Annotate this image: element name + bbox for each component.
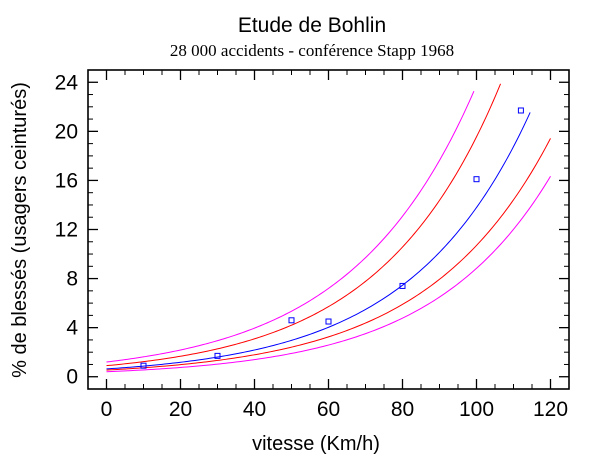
x-tick-label: 60 — [317, 398, 340, 421]
x-tick-label: 100 — [459, 398, 494, 421]
y-tick-label: 12 — [55, 219, 78, 242]
x-tick-label: 0 — [101, 398, 113, 421]
x-tick-label: 20 — [169, 398, 192, 421]
data-point — [399, 282, 406, 289]
y-tick-label: 0 — [66, 366, 78, 389]
data-point — [517, 107, 524, 114]
x-tick-label: 80 — [391, 398, 414, 421]
chart-subtitle: 28 000 accidents - conférence Stapp 1968 — [170, 41, 454, 60]
curve-confidence-lower — [106, 138, 551, 371]
x-tick-label: 40 — [243, 398, 266, 421]
data-point — [140, 362, 147, 369]
y-tick-label: 8 — [66, 268, 78, 291]
data-point — [473, 176, 480, 183]
curve-confidence-upper — [106, 83, 502, 367]
y-tick-label: 4 — [66, 317, 78, 340]
plot-area: 0 20 40 60 80 100 120 0 4 8 12 16 20 24 — [55, 69, 570, 421]
x-axis-label: vitesse (Km/h) — [252, 433, 380, 455]
y-axis-label: % de blessés (usagers ceinturés) — [9, 82, 31, 378]
chart-title: Etude de Bohlin — [238, 14, 386, 37]
data-point — [288, 317, 295, 324]
data-point — [325, 318, 332, 325]
x-tick-label: 120 — [533, 398, 568, 421]
y-tick-label: 16 — [55, 169, 78, 192]
curve-prediction-upper — [106, 90, 475, 363]
plot-frame — [87, 69, 570, 390]
y-tick-label: 24 — [55, 71, 79, 94]
y-tick-label: 20 — [55, 120, 78, 143]
data-point — [214, 352, 221, 359]
curve-prediction-lower — [106, 176, 551, 373]
curve-fit — [106, 112, 531, 370]
